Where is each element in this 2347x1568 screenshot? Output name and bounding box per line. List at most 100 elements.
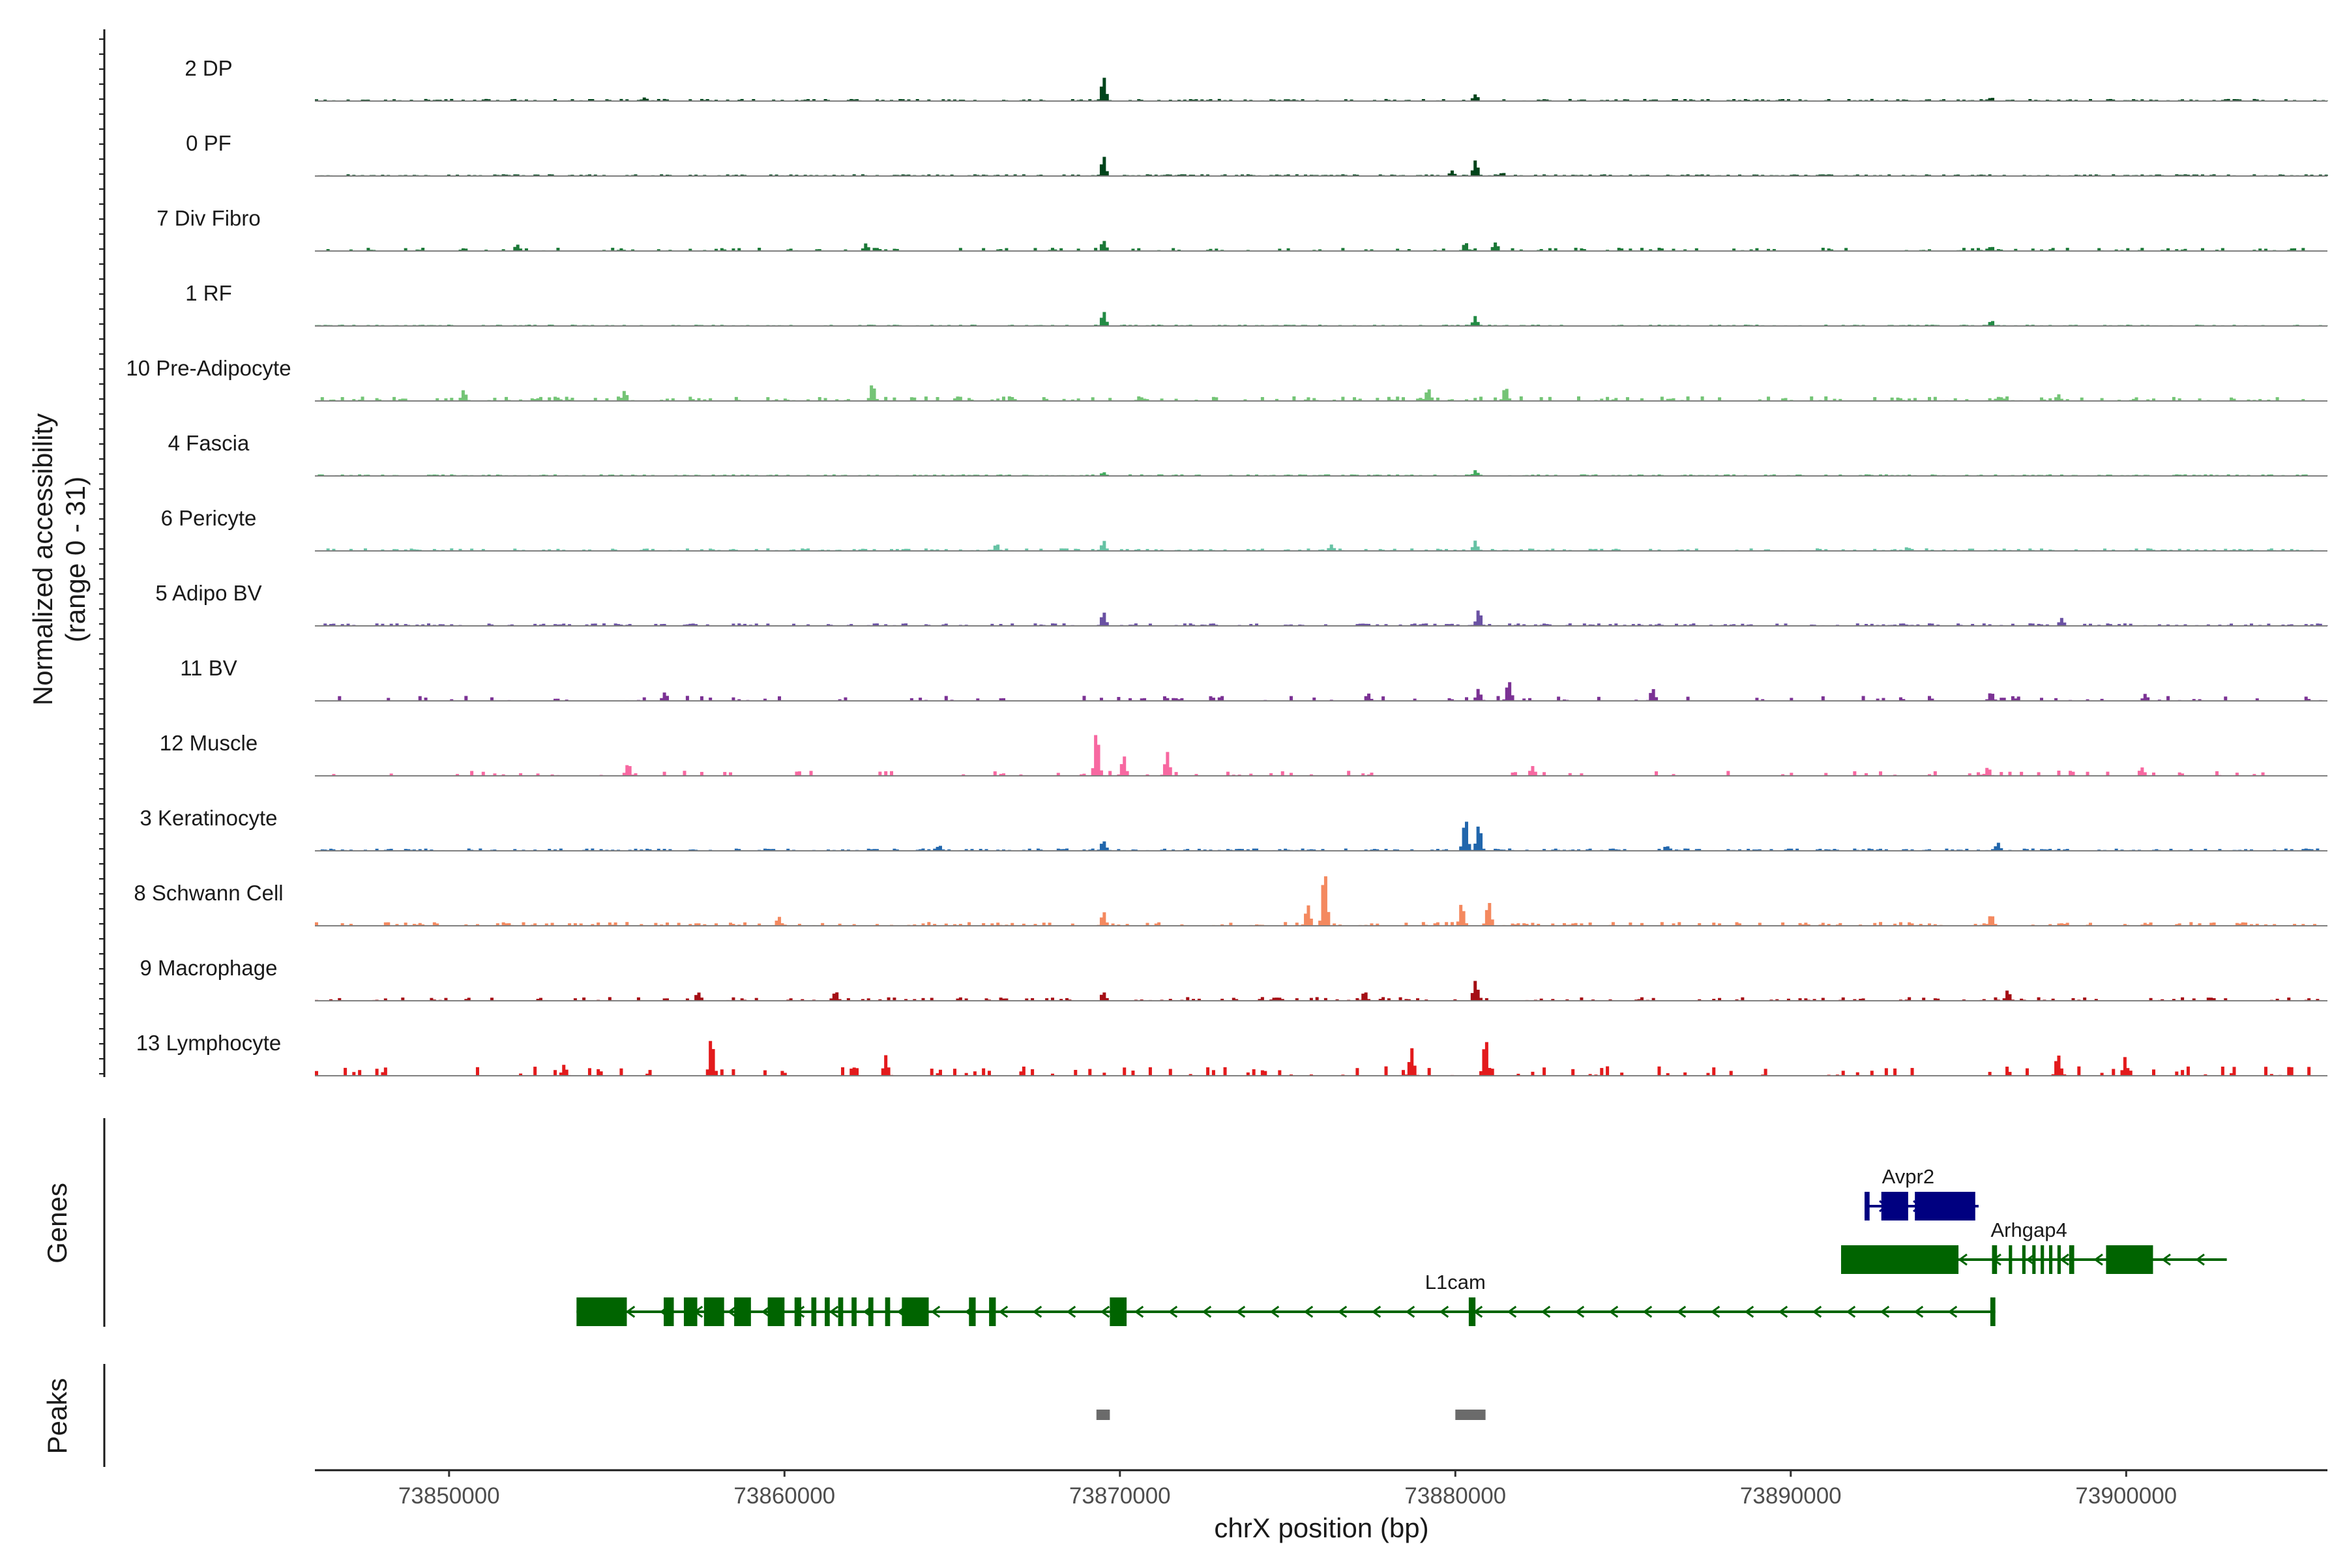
track-label: 11 BV bbox=[180, 656, 237, 680]
coverage-bin bbox=[1355, 1068, 1359, 1076]
coverage-bin bbox=[939, 1070, 942, 1076]
coverage-bin bbox=[1088, 1069, 1091, 1076]
coverage-bin bbox=[1666, 846, 1670, 851]
coverage-bin bbox=[1824, 396, 1827, 401]
coverage-bin bbox=[1473, 95, 1477, 101]
exon-block bbox=[2041, 1245, 2044, 1274]
coverage-bin bbox=[1402, 1070, 1405, 1076]
coverage-bin bbox=[1278, 1071, 1281, 1076]
coverage-bin bbox=[1330, 544, 1333, 551]
exon-block bbox=[1882, 1192, 1908, 1220]
coverage-bin bbox=[1102, 157, 1106, 176]
coverage-bin bbox=[996, 544, 999, 551]
coverage-bin bbox=[686, 696, 689, 701]
coverage-bin bbox=[1462, 911, 1466, 926]
coverage-bin bbox=[1318, 921, 1321, 926]
coverage-bin bbox=[2144, 694, 2147, 701]
coverage-bin bbox=[625, 765, 628, 776]
coverage-bin bbox=[1471, 170, 1474, 176]
exon-block bbox=[1915, 1192, 1975, 1220]
coverage-bin bbox=[1031, 1069, 1034, 1076]
coverage-bin bbox=[1163, 696, 1166, 701]
coverage-bin bbox=[1485, 1042, 1488, 1076]
coverage-bin bbox=[1911, 1068, 1914, 1076]
coverage-bin bbox=[1100, 87, 1103, 101]
coverage-bin bbox=[1477, 990, 1480, 1001]
coverage-bin bbox=[565, 1070, 568, 1076]
coverage-bin bbox=[1701, 396, 1704, 401]
coverage-bin bbox=[1600, 1068, 1603, 1076]
track-label: 5 Adipo BV bbox=[155, 581, 261, 605]
coverage-bin bbox=[1488, 1068, 1491, 1076]
coverage-bin bbox=[2290, 1067, 2294, 1076]
coverage-bin bbox=[1100, 318, 1103, 326]
coverage-bin bbox=[1477, 827, 1480, 851]
coverage-bin bbox=[1479, 1071, 1483, 1076]
coverage-bin bbox=[2026, 1069, 2029, 1076]
coverage-bin bbox=[315, 1071, 318, 1076]
coverage-bin bbox=[709, 1041, 712, 1076]
coverage-bin bbox=[1102, 992, 1106, 1001]
coverage-bin bbox=[1263, 1071, 1267, 1076]
coverage-bin bbox=[1726, 771, 1730, 777]
exon-block bbox=[851, 1297, 857, 1326]
coverage-bin bbox=[1169, 1069, 1172, 1076]
coverage-bin bbox=[2138, 771, 2141, 776]
coverage-bin bbox=[994, 546, 997, 551]
coverage-bin bbox=[715, 1071, 718, 1076]
coverage-bin bbox=[1473, 470, 1477, 476]
coverage-bin bbox=[464, 696, 467, 701]
coverage-bin bbox=[982, 1069, 985, 1076]
coverage-bin bbox=[1473, 540, 1477, 551]
coverage-bin bbox=[1505, 688, 1509, 701]
coverage-bin bbox=[1324, 876, 1327, 926]
coverage-bin bbox=[1106, 94, 1109, 101]
coverage-bin bbox=[1479, 694, 1483, 701]
coverage-bin bbox=[1468, 844, 1471, 851]
coverage-bin bbox=[1367, 694, 1370, 701]
coverage-bin bbox=[2187, 1067, 2190, 1076]
exon-block bbox=[2022, 1245, 2026, 1274]
coverage-bin bbox=[1473, 981, 1477, 1001]
coverage-bin bbox=[1571, 1069, 1574, 1076]
coverage-bin bbox=[2005, 396, 2009, 401]
coverage-bin bbox=[1306, 906, 1310, 926]
coverage-bin bbox=[2005, 990, 2009, 1001]
coverage-bin bbox=[1108, 771, 1112, 776]
exon-block bbox=[2009, 1245, 2012, 1274]
coverage-bin bbox=[1459, 905, 1462, 926]
coverage-bin bbox=[835, 992, 838, 1001]
coverage-bin bbox=[2215, 771, 2219, 776]
coverage-bin bbox=[1462, 828, 1466, 851]
coverage-bin bbox=[855, 1068, 859, 1076]
coverage-bin bbox=[588, 1068, 591, 1076]
track-label: 2 DP bbox=[185, 56, 232, 80]
track-label: 4 Fascia bbox=[168, 431, 250, 455]
coverage-bin bbox=[1100, 545, 1103, 551]
track-label: 1 RF bbox=[185, 281, 232, 305]
coverage-bin bbox=[706, 1069, 709, 1076]
coverage-bin bbox=[1473, 844, 1477, 851]
coverage-bin bbox=[617, 396, 620, 401]
coverage-bin bbox=[1261, 1071, 1264, 1076]
gene-label: Arhgap4 bbox=[1990, 1219, 2067, 1241]
track-label: 7 Div Fibro bbox=[156, 206, 261, 230]
coverage-bin bbox=[1100, 844, 1103, 851]
coverage-bin bbox=[1991, 916, 1994, 926]
coverage-bin bbox=[1102, 312, 1106, 326]
coverage-bin bbox=[1985, 768, 1988, 776]
coverage-bin bbox=[731, 1069, 735, 1076]
coverage-bin bbox=[833, 994, 836, 1001]
coverage-bin bbox=[597, 1069, 600, 1076]
coverage-bin bbox=[1166, 752, 1169, 776]
exon-block bbox=[664, 1297, 673, 1326]
coverage-bin bbox=[1100, 244, 1103, 251]
coverage-bin bbox=[554, 1070, 557, 1076]
x-tick-label: 73880000 bbox=[1404, 1483, 1506, 1509]
coverage-bin bbox=[1842, 1071, 1845, 1076]
coverage-bin bbox=[1082, 696, 1085, 701]
x-tick-label: 73900000 bbox=[2075, 1483, 2177, 1509]
x-tick-label: 73870000 bbox=[1069, 1483, 1171, 1509]
coverage-bin bbox=[1928, 696, 1931, 701]
